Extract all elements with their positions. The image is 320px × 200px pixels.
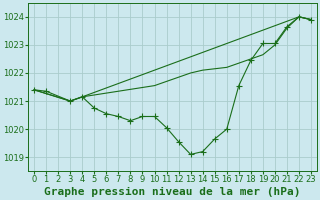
X-axis label: Graphe pression niveau de la mer (hPa): Graphe pression niveau de la mer (hPa) <box>44 187 301 197</box>
